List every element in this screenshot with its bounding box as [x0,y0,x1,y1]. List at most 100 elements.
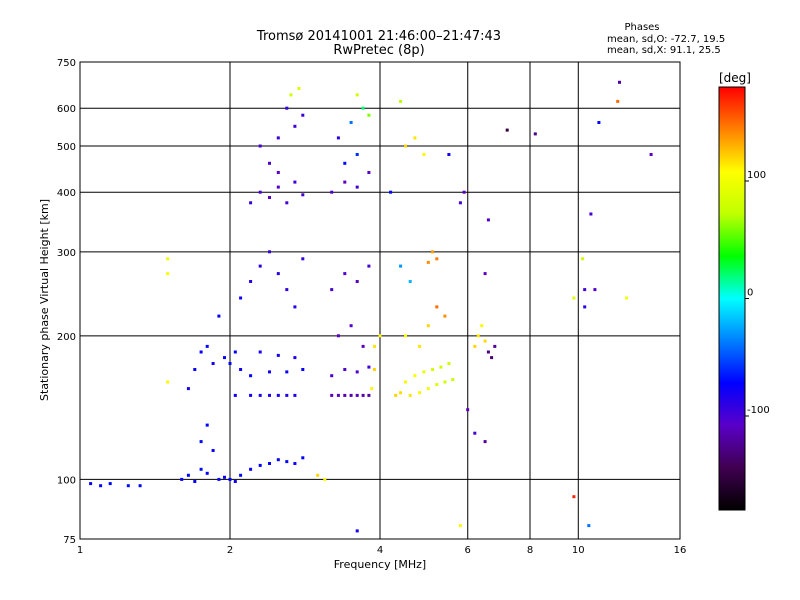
data-point [422,153,426,156]
data-point [249,374,253,378]
data-point [186,387,190,391]
data-point [493,344,497,348]
data-point [268,161,271,165]
data-point [330,393,334,397]
data-point [126,484,130,488]
data-point [138,484,142,488]
data-point [483,272,487,276]
data-point [166,272,170,276]
data-point [533,132,537,136]
y-axis-label: Stationary phase Virtual Height [km] [38,199,51,401]
y-tick-labels: 75 100 200 300 400 500 600 750 [57,58,76,546]
y-tick-label: 500 [57,142,76,153]
data-point [490,356,494,360]
data-point [233,480,237,483]
data-point [355,185,359,189]
data-point [249,201,253,205]
data-point [199,467,203,471]
data-point [276,458,280,462]
data-point [276,171,280,174]
data-point [355,280,359,283]
data-point [205,344,209,348]
data-point [289,93,293,97]
data-point [373,368,376,371]
colorbar-label: [deg] [719,71,751,85]
colorbar-tick-label: -100 [747,405,770,416]
data-point [193,480,197,483]
data-point [447,362,451,365]
data-point [249,467,253,471]
data-point [466,408,470,412]
data-point [166,380,170,384]
data-point [276,393,280,397]
data-point [505,128,509,132]
data-point [426,260,430,264]
y-tick-label: 75 [63,535,76,546]
data-point [301,257,305,261]
chart-title: Tromsø 20141001 21:46:00–21:47:43 [256,29,501,44]
data-points [89,80,653,533]
data-point [89,482,93,486]
x-tick-label: 4 [377,545,383,556]
colorbar-tick-label: 0 [747,288,753,299]
y-tick-label: 600 [57,104,76,115]
y-tick-label: 400 [57,188,76,199]
data-point [297,87,301,90]
data-point [343,161,347,165]
data-point [293,356,297,360]
data-point [355,393,359,397]
data-point [439,365,443,369]
data-point [399,391,403,395]
data-point [285,393,289,397]
y-tick-label: 200 [57,332,76,343]
data-point [268,196,271,199]
data-point [473,431,477,435]
data-point [205,471,209,475]
data-point [239,296,243,300]
data-point [301,113,305,117]
data-point [367,393,371,397]
data-point [404,380,407,384]
colorbar-ticks: 100 0 -100 [745,170,770,417]
data-point [408,393,412,397]
data-point [486,218,490,222]
data-point [355,93,359,97]
data-point [593,288,597,292]
data-point [361,344,365,348]
data-point [367,113,371,117]
data-point [223,475,226,479]
data-point [404,334,407,338]
data-point [408,280,412,283]
data-point [361,106,365,110]
data-point [285,288,289,292]
data-point [258,264,262,268]
data-point [426,324,430,328]
data-point [616,99,620,103]
data-point [355,153,359,156]
data-point [443,314,447,318]
data-point [249,280,253,283]
data-point [223,356,226,360]
data-point [581,257,585,261]
data-point [276,136,280,140]
grid-lines [80,62,680,539]
data-point [583,288,587,292]
data-point [587,524,591,528]
data-point [413,136,417,140]
data-point [293,462,297,465]
plot-area: 1 2 4 6 8 10 16 75 100 200 300 400 500 600 750 [57,58,686,556]
data-point [211,362,215,365]
data-point [258,190,262,194]
data-point [166,257,170,261]
data-point [458,201,462,205]
x-tick-label: 1 [77,545,83,556]
data-point [239,473,243,477]
x-axis-label: Frequency [MHz] [334,558,426,571]
data-point [597,121,601,124]
data-point [435,383,439,387]
data-point [301,368,305,371]
data-point [399,264,403,268]
data-point [367,264,371,268]
data-point [589,212,593,216]
